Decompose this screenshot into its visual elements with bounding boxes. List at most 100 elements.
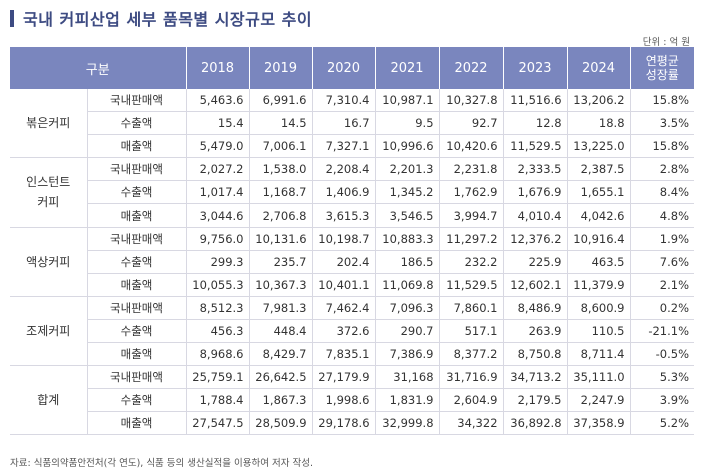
value-cell: 10,327.8 [439,89,504,113]
market-size-table: 구분 2018 2019 2020 2021 2022 2023 2024 연평… [10,47,695,436]
page-title: 국내 커피산업 세부 품목별 시장규모 추이 [23,10,313,29]
row-label: 국내판매액 [87,227,187,251]
value-cell: 11,516.6 [503,89,568,113]
value-cell: 456.3 [186,319,250,344]
category-cell: 조제커피 [10,296,88,367]
value-cell: 11,069.8 [375,273,440,297]
table-row: 수출액 1,017.4 1,168.7 1,406.9 1,345.2 1,762.9 1,… [10,180,695,205]
value-cell: 12,376.2 [503,227,568,251]
value-cell: 11,529.5 [503,134,568,159]
category-label: 합계 [37,393,60,408]
value-cell: 16.7 [312,111,376,136]
row-label: 매출액 [87,273,187,297]
value-cell: 34,713.2 [503,365,568,390]
value-cell: 1,867.3 [249,388,313,413]
category-label: 커피 [37,195,60,210]
value-cell: 2,027.2 [186,157,250,182]
value-cell: 8,486.9 [503,296,568,320]
value-cell: 186.5 [375,250,440,274]
growth-cell: 2.1% [630,273,695,297]
category-cell: 볶은커피 [10,89,88,159]
value-cell: 10,883.3 [375,227,440,251]
value-cell: 92.7 [439,111,504,136]
table-row: 매출액 5,479.0 7,006.1 7,327.1 10,996.6 10,420.6… [10,134,695,159]
growth-cell: 15.8% [630,134,695,159]
value-cell: 12.8 [503,111,568,136]
value-cell: 7,860.1 [439,296,504,320]
value-cell: 8,377.2 [439,342,504,367]
value-cell: 6,991.6 [249,89,313,113]
value-cell: 14.5 [249,111,313,136]
header-year: 2022 [439,47,504,89]
value-cell: 448.4 [249,319,313,344]
value-cell: 1,168.7 [249,180,313,205]
value-cell: 110.5 [567,319,631,344]
value-cell: 25,759.1 [186,365,250,390]
value-cell: 2,706.8 [249,203,313,228]
value-cell: 3,044.6 [186,203,250,228]
value-cell: 202.4 [312,250,376,274]
value-cell: 37,358.9 [567,411,631,436]
value-cell: 26,642.5 [249,365,313,390]
value-cell: 10,987.1 [375,89,440,113]
header-year: 2018 [186,47,250,89]
value-cell: 299.3 [186,250,250,274]
value-cell: 31,168 [375,365,440,390]
value-cell: 36,892.8 [503,411,568,436]
value-cell: 7,462.4 [312,296,376,320]
table-row: 인스턴트 커피 국내판매액 2,027.2 1,538.0 2,208.4 2,201.3 2… [10,157,695,228]
row-label: 국내판매액 [87,296,187,320]
row-label: 수출액 [87,319,187,344]
table-row: 매출액 10,055.3 10,367.3 10,401.1 11,069.8 11,52… [10,273,695,297]
value-cell: 10,055.3 [186,273,250,297]
value-cell: 27,179.9 [312,365,376,390]
value-cell: 8,429.7 [249,342,313,367]
value-cell: 290.7 [375,319,440,344]
value-cell: 235.7 [249,250,313,274]
category-label: 인스턴트 [26,175,71,190]
value-cell: 9.5 [375,111,440,136]
row-label: 매출액 [87,342,187,367]
row-label: 수출액 [87,111,187,136]
value-cell: 7,386.9 [375,342,440,367]
growth-cell: 3.9% [630,388,695,413]
value-cell: 1,345.2 [375,180,440,205]
growth-cell: 2.8% [630,157,695,182]
value-cell: 3,546.5 [375,203,440,228]
value-cell: 35,111.0 [567,365,631,390]
value-cell: 1,998.6 [312,388,376,413]
value-cell: 10,916.4 [567,227,631,251]
value-cell: 13,206.2 [567,89,631,113]
header-year: 2020 [312,47,376,89]
table-row: 볶은커피 국내판매액 5,463.6 6,991.6 7,310.4 10,987.1 10… [10,89,695,159]
value-cell: 463.5 [567,250,631,274]
growth-cell: 1.9% [630,227,695,251]
value-cell: 7,006.1 [249,134,313,159]
value-cell: 3,615.3 [312,203,376,228]
growth-cell: -21.1% [630,319,695,344]
unit-note: 단위 : 억 원 [642,37,690,48]
table-row: 수출액 456.3 448.4 372.6 290.7 517.1 263.9 110.5 -2… [10,319,695,344]
value-cell: 1,762.9 [439,180,504,205]
value-cell: 10,996.6 [375,134,440,159]
value-cell: 517.1 [439,319,504,344]
value-cell: 13,225.0 [567,134,631,159]
value-cell: 10,420.6 [439,134,504,159]
value-cell: 2,387.5 [567,157,631,182]
value-cell: 8,512.3 [186,296,250,320]
value-cell: 34,322 [439,411,504,436]
row-label: 매출액 [87,134,187,159]
header-year: 2021 [375,47,440,89]
category-label: 조제커피 [26,323,71,338]
header-growth-line1: 연평균 [645,54,679,68]
value-cell: 1,831.9 [375,388,440,413]
row-label: 수출액 [87,180,187,205]
growth-cell: 8.4% [630,180,695,205]
value-cell: 4,042.6 [567,203,631,228]
table-row: 수출액 1,788.4 1,867.3 1,998.6 1,831.9 2,604.9 2,… [10,388,695,413]
value-cell: 11,297.2 [439,227,504,251]
growth-cell: 3.5% [630,111,695,136]
value-cell: 4,010.4 [503,203,568,228]
value-cell: 1,655.1 [567,180,631,205]
